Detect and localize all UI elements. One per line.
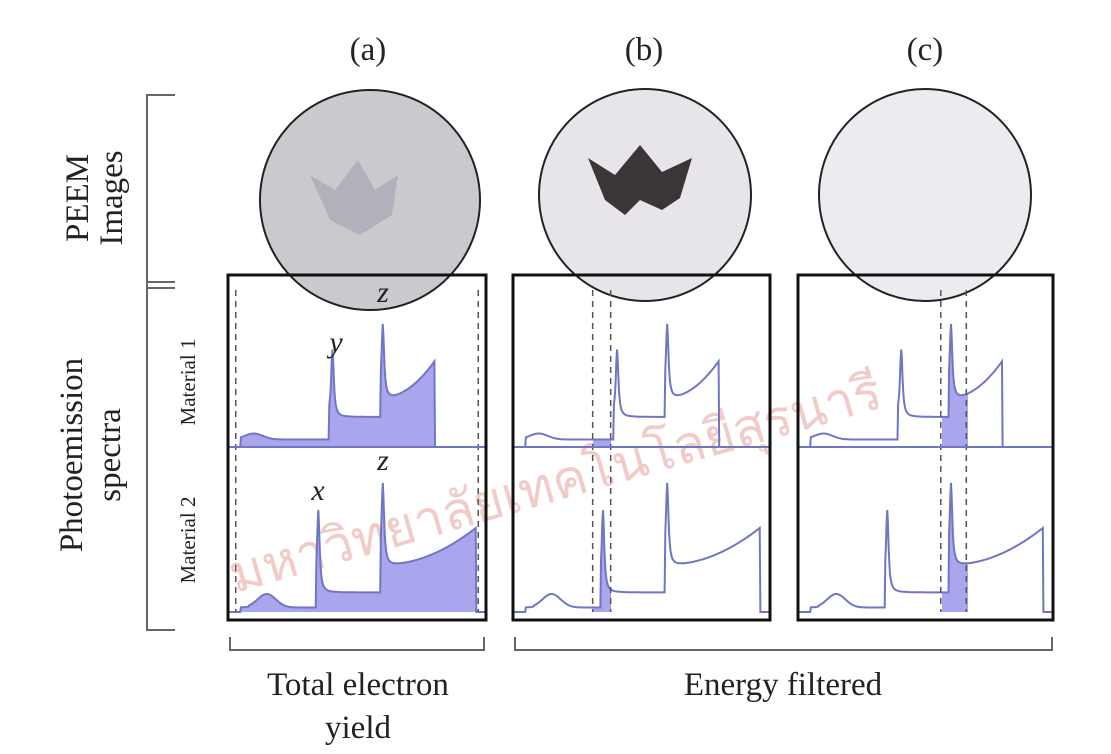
peem-image: [819, 89, 1031, 301]
spectrum-fill: [228, 324, 486, 447]
group-label: Energy filtered: [684, 667, 883, 703]
figure: มหาวิทยาลัยเทคโนโลยีสุรนารี (a) (b) (c) …: [0, 0, 1111, 754]
panel-label: (c): [907, 32, 944, 68]
bracket: [147, 95, 175, 288]
group-label: yield: [325, 710, 391, 746]
peak-label: z: [376, 276, 389, 309]
row-label: PEEM: [60, 154, 96, 242]
row-label: spectra: [92, 408, 128, 502]
panel-label: (b): [625, 32, 663, 68]
material-label: Material 2: [176, 497, 200, 584]
peak-label: x: [310, 474, 325, 507]
panel-label: (a): [350, 32, 387, 68]
bracket: [147, 282, 175, 630]
material-label: Material 1: [176, 339, 200, 426]
peak-label: y: [326, 326, 343, 359]
row-label: Images: [94, 150, 130, 245]
row-label: Photoemission: [54, 358, 90, 552]
bracket: [515, 637, 1052, 650]
group-label: Total electron: [267, 667, 449, 703]
bracket: [230, 637, 484, 650]
peak-label: z: [376, 444, 389, 477]
spectrum-line: [798, 483, 1053, 612]
